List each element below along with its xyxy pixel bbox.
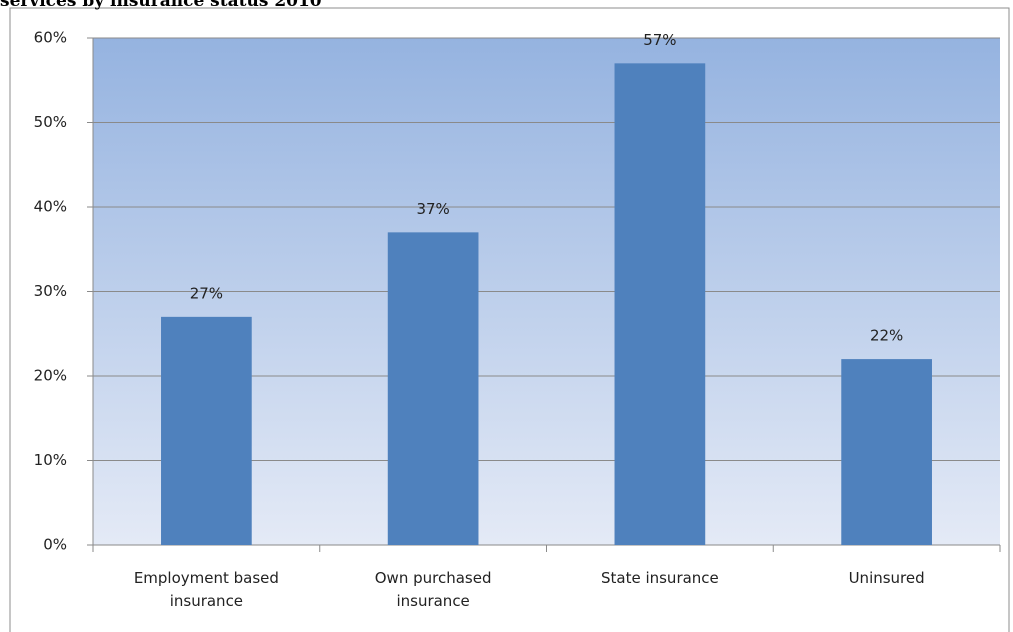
bar [161, 316, 252, 545]
x-tick-label: Uninsured [848, 569, 925, 587]
x-tick-label: Own purchased insurance [374, 569, 492, 610]
bar [841, 359, 932, 545]
chart-title: services by insurance status 2010 [0, 0, 322, 11]
y-tick-label: 40% [34, 198, 67, 216]
y-tick-label: 10% [34, 451, 67, 469]
y-tick-label: 60% [34, 29, 67, 47]
x-tick-label: Employment based insurance [133, 569, 279, 610]
chart-border [9, 7, 1010, 632]
x-tick-label: State insurance [600, 569, 719, 587]
data-label: 27% [190, 284, 223, 302]
data-label: 22% [870, 327, 903, 345]
data-label: 57% [643, 31, 676, 49]
y-tick-label: 30% [34, 282, 67, 300]
y-tick-label: 50% [34, 113, 67, 131]
bar [387, 232, 479, 545]
data-label: 37% [416, 200, 449, 218]
bar [614, 63, 706, 545]
y-tick-label: 0% [43, 536, 67, 554]
y-tick-label: 20% [34, 367, 67, 385]
